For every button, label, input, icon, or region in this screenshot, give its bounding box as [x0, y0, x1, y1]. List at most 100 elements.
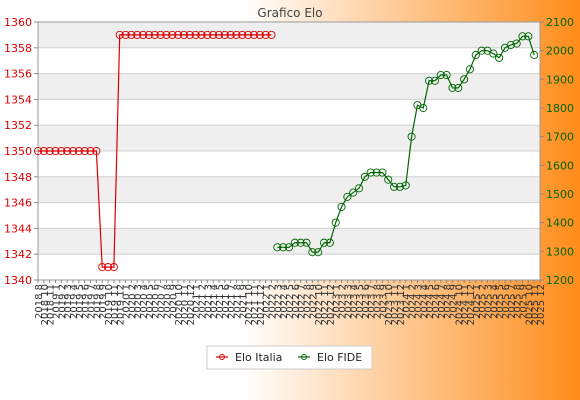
- elo-italia-point: [232, 30, 241, 39]
- x-tick-label: 2022 1: [262, 284, 273, 319]
- x-tick-label: 2023 4: [349, 284, 360, 319]
- elo-fide-point: [372, 168, 381, 177]
- legend-box: [206, 345, 373, 370]
- elo-fide-point: [448, 83, 457, 92]
- x-tick-label: 2019 8: [92, 284, 103, 319]
- x-tick-label: 2025 1: [472, 284, 483, 319]
- elo-fide-point: [354, 184, 364, 193]
- elo-italia-point: [185, 30, 194, 39]
- chart-title: Grafico Elo: [257, 6, 322, 20]
- x-tick-label: 2019 4: [69, 284, 80, 319]
- elo-fide-point: [495, 53, 504, 62]
- y-left-tick-label: 1340: [4, 274, 32, 287]
- elo-fide-point: [430, 76, 439, 85]
- elo-italia-point: [51, 146, 60, 156]
- x-tick-label: 2023 9: [378, 284, 389, 319]
- elo-fide-point: [460, 75, 469, 84]
- elo-fide-point: [390, 182, 399, 191]
- y-right-tick-label: 1200: [546, 274, 574, 287]
- elo-italia-point: [144, 30, 153, 39]
- x-tick-label: 2021 8: [232, 284, 243, 319]
- x-tick-label: 2020 12: [186, 284, 197, 325]
- elo-italia-point: [57, 146, 66, 156]
- x-tick-label: 2023 10: [384, 284, 395, 325]
- elo-italia-point: [226, 30, 235, 39]
- x-tick-label: 2021 9: [238, 284, 249, 319]
- y-left-tick-label: 1352: [4, 119, 32, 132]
- elo-italia-point: [238, 30, 247, 39]
- x-tick-label: 2020 1: [122, 284, 133, 319]
- x-tick-label: 2021 7: [227, 284, 238, 319]
- x-tick-label: 2025 6: [501, 284, 512, 319]
- elo-fide-point: [302, 238, 311, 247]
- x-tick-label: 2021 10: [244, 284, 255, 325]
- elo-italia-point: [244, 30, 253, 39]
- x-tick-label: 2022 9: [308, 284, 319, 319]
- elo-fide-point: [419, 103, 428, 113]
- elo-italia-point: [133, 30, 142, 39]
- x-tick-label: 2020 5: [145, 284, 156, 319]
- x-tick-label: 2022 10: [314, 284, 325, 325]
- grid-band: [38, 22, 540, 48]
- x-tick-label: 2020 10: [174, 284, 185, 325]
- x-tick-label: 2021 4: [209, 284, 220, 319]
- x-tick-label: 2022 12: [326, 284, 337, 325]
- elo-fide-point: [477, 46, 486, 55]
- x-tick-label: 2025 7: [507, 284, 518, 319]
- x-tick-label: 2019 11: [110, 284, 121, 325]
- elo-fide-point: [284, 243, 294, 252]
- elo-fide-point: [308, 248, 317, 257]
- elo-italia-point: [267, 30, 276, 39]
- x-tick-label: 2020 7: [157, 284, 168, 319]
- elo-italia-point: [261, 30, 270, 39]
- elo-fide-point: [343, 192, 352, 201]
- elo-italia-point: [249, 30, 259, 39]
- y-right-tick-label: 2100: [546, 16, 574, 29]
- y-left-tick-label: 1342: [4, 248, 32, 261]
- elo-italia-point: [86, 146, 95, 156]
- elo-fide-point: [436, 70, 445, 80]
- elo-fide-point: [378, 168, 387, 177]
- elo-fide-point: [506, 40, 515, 49]
- y-left-tick-label: 1346: [4, 197, 32, 210]
- y-right-tick-label: 1300: [546, 245, 574, 258]
- elo-italia-point: [103, 263, 113, 272]
- x-tick-label: 2022 5: [285, 284, 296, 319]
- x-tick-label: 2024 2: [408, 284, 419, 319]
- x-tick-label: 2019 12: [116, 284, 127, 325]
- x-tick-label: 2024 1: [402, 284, 413, 319]
- elo-italia-point: [92, 146, 101, 156]
- x-tick-label: 2021 1: [192, 284, 203, 319]
- elo-fide-point: [454, 83, 463, 92]
- x-tick-label: 2025 2: [478, 284, 489, 319]
- grid-band: [38, 125, 540, 151]
- x-tick-label: 2022 7: [297, 284, 308, 319]
- x-tick-label: 2025 5: [495, 284, 506, 319]
- elo-italia-point: [197, 30, 206, 39]
- elo-fide-point: [296, 238, 305, 247]
- elo-italia-point: [203, 30, 212, 39]
- elo-italia-point: [162, 30, 171, 39]
- x-tick-label: 2025 11: [530, 284, 541, 325]
- y-right-tick-label: 1500: [546, 188, 574, 201]
- x-tick-label: 2020 11: [180, 284, 191, 325]
- elo-fide-point: [425, 76, 434, 85]
- elo-italia-point: [179, 30, 188, 39]
- x-tick-label: 2020 4: [139, 284, 150, 319]
- grid-band: [38, 73, 540, 100]
- elo-italia-point: [255, 30, 264, 39]
- elo-fide-point: [512, 39, 521, 48]
- x-tick-label: 2021 11: [250, 284, 261, 325]
- elo-italia-point: [109, 263, 118, 272]
- elo-italia-point: [45, 146, 54, 156]
- x-tick-label: 2022 11: [320, 284, 331, 325]
- x-tick-label: 2020 3: [133, 284, 144, 319]
- y-right-tick-label: 1600: [546, 159, 574, 172]
- elo-fide-point: [325, 238, 334, 247]
- x-tick-label: 2024 3: [413, 284, 424, 319]
- elo-fide-point: [395, 182, 404, 191]
- elo-fide-point: [314, 248, 323, 257]
- x-tick-label: 2025 3: [483, 284, 494, 319]
- x-tick-label: 2019 5: [75, 284, 86, 319]
